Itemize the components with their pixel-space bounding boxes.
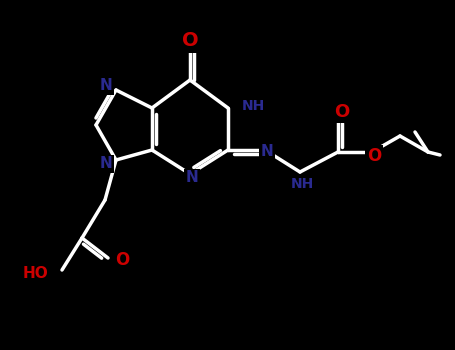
- Text: HO: HO: [22, 266, 48, 281]
- Text: O: O: [367, 147, 381, 165]
- Text: N: N: [99, 156, 112, 172]
- Text: O: O: [182, 32, 198, 50]
- Text: N: N: [261, 145, 273, 160]
- Text: NH: NH: [242, 99, 265, 113]
- Text: N: N: [99, 78, 112, 93]
- Text: NH: NH: [290, 177, 313, 191]
- Text: N: N: [186, 170, 198, 186]
- Text: O: O: [115, 251, 129, 269]
- Text: O: O: [334, 103, 349, 121]
